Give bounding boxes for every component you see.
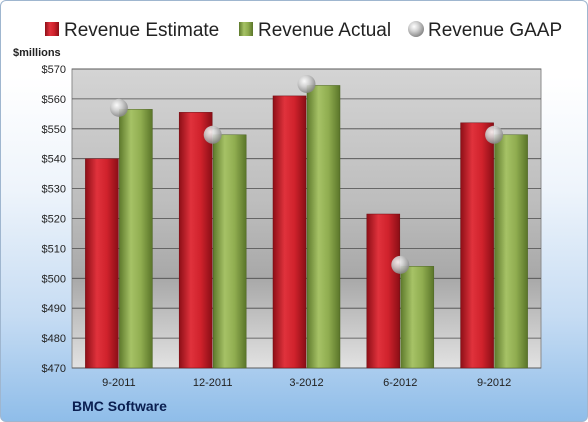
- x-tick-label: 6-2012: [383, 377, 417, 389]
- bar-revenue-actual: [212, 134, 247, 369]
- x-tick-label: 3-2012: [289, 377, 323, 389]
- bar-revenue-estimate: [460, 122, 494, 369]
- legend-swatch: [239, 22, 253, 36]
- marker-revenue-gaap: [391, 255, 410, 274]
- bar-revenue-estimate: [366, 213, 401, 369]
- y-tick-label: $490: [42, 303, 66, 315]
- bar-revenue-estimate: [85, 158, 119, 369]
- marker-revenue-gaap: [297, 74, 316, 93]
- y-tick-label: $520: [42, 214, 66, 226]
- legend-label: Revenue Actual: [258, 20, 391, 41]
- plot-area: $470 $480 $490 $500 $510 $520 $530 $540 $550 $560…: [42, 64, 542, 389]
- y-tick-label: $570: [42, 64, 66, 76]
- x-tick-label: 9-2011: [102, 377, 135, 389]
- y-tick-label: $560: [42, 94, 66, 106]
- y-tick-label: $510: [42, 243, 66, 255]
- marker-revenue-gaap: [109, 98, 128, 117]
- legend-label: Revenue Estimate: [64, 20, 219, 41]
- y-tick-label: $470: [42, 363, 66, 375]
- y-tick-label: $530: [42, 184, 66, 196]
- bar-revenue-actual: [494, 134, 528, 369]
- y-tick-label: $480: [42, 333, 66, 345]
- y-tick-label: $550: [42, 124, 66, 136]
- chart-legend: Revenue Estimate Revenue Actual Revenue GA…: [45, 20, 562, 41]
- x-tick-label: 12-2011: [193, 377, 233, 389]
- bar-revenue-actual: [400, 266, 435, 369]
- bar-revenue-estimate: [272, 95, 307, 369]
- bar-revenue-actual: [306, 85, 341, 369]
- legend-label: Revenue GAAP: [428, 20, 562, 41]
- y-tick-label: $540: [42, 154, 66, 166]
- company-label: BMC Software: [72, 398, 167, 414]
- y-axis-unit-label: $millions: [13, 47, 61, 59]
- marker-revenue-gaap: [203, 125, 222, 144]
- bar-revenue-actual: [119, 109, 153, 369]
- y-tick-label: $500: [42, 273, 66, 285]
- legend-swatch: [45, 22, 59, 36]
- x-tick-label: 9-2012: [477, 377, 511, 389]
- bar-revenue-estimate: [178, 112, 213, 369]
- marker-revenue-gaap: [485, 125, 504, 144]
- legend-sphere-swatch: [408, 21, 424, 37]
